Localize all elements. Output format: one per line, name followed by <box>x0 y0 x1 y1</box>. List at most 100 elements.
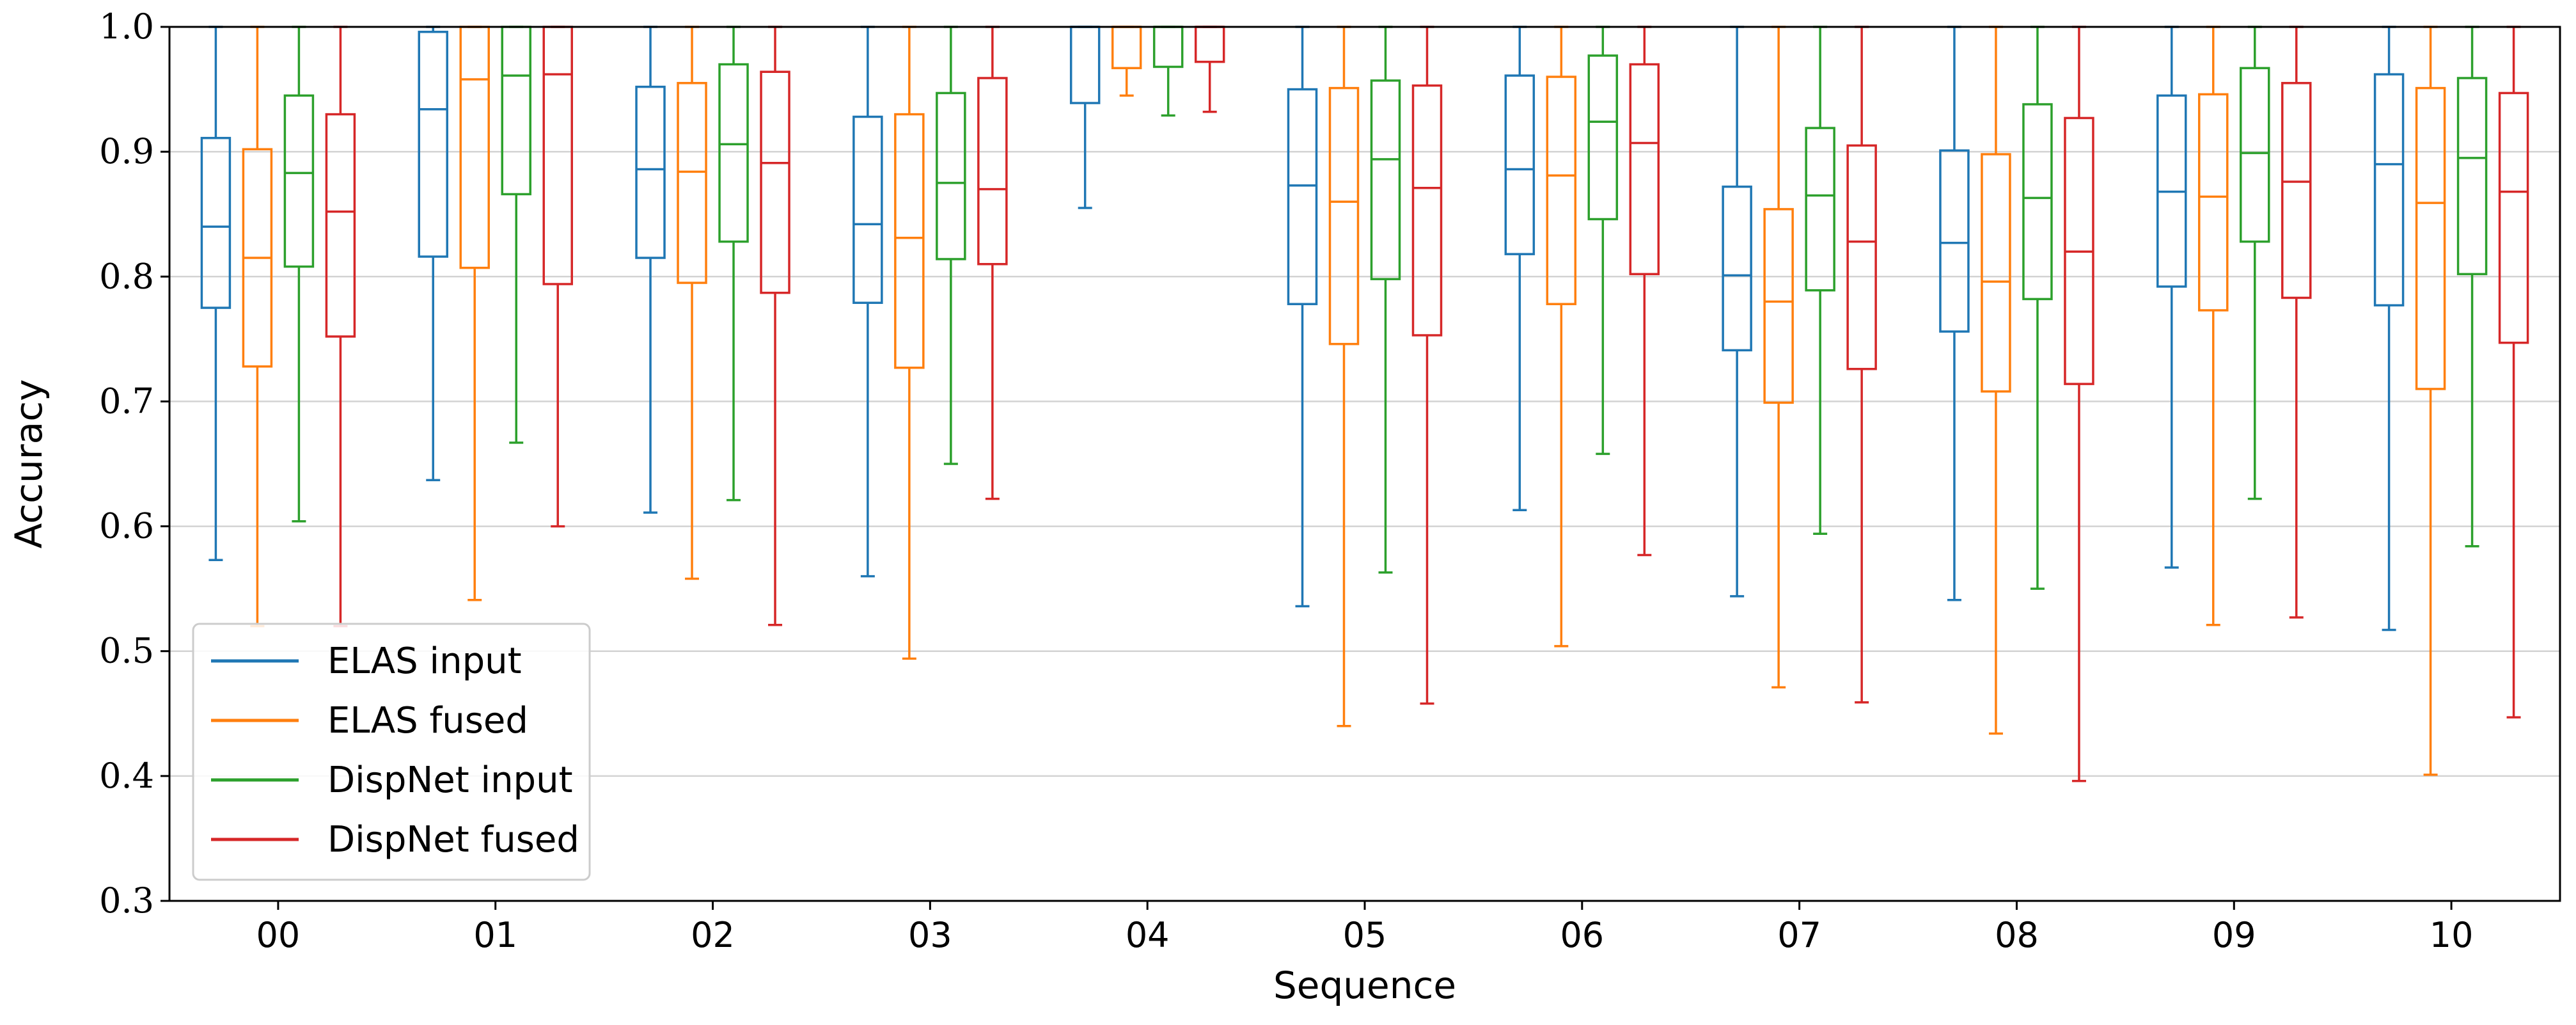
legend-label: ELAS fused <box>327 700 528 742</box>
y-axis-label: Accuracy <box>7 379 51 549</box>
y-tick-label: 0.8 <box>99 256 154 296</box>
box-elas-input <box>418 26 448 482</box>
box-elas-input <box>2156 26 2187 569</box>
box-elas-input <box>2373 26 2405 632</box>
iqr-box <box>635 85 666 259</box>
iqr-box <box>542 26 573 285</box>
box-elas-fused <box>1328 26 1360 727</box>
y-axis-ticks: 0.3 0.4 0.5 0.6 0.7 0.8 0.9 1.0 <box>99 6 169 921</box>
box-dispnet-input <box>718 26 749 502</box>
box-elas-fused <box>2198 26 2229 626</box>
iqr-box <box>1981 153 2011 393</box>
box-dispnet-fused <box>2064 26 2094 783</box>
x-tick-label: 00 <box>256 915 301 955</box>
iqr-box <box>718 63 749 243</box>
y-tick-label: 1.0 <box>99 6 154 47</box>
box-dispnet-input <box>1587 26 1619 456</box>
box-elas-input <box>1287 26 1318 608</box>
x-tick-label: 05 <box>1343 915 1387 955</box>
legend-label: DispNet fused <box>327 819 579 861</box>
box-dispnet-input <box>2456 26 2488 548</box>
box-elas-input <box>1939 26 1970 601</box>
iqr-box <box>1763 208 1794 404</box>
box-dispnet-fused <box>325 26 356 628</box>
box-dispnet-input <box>2022 26 2053 590</box>
x-tick-label: 10 <box>2430 915 2474 955</box>
iqr-box <box>1287 88 1318 305</box>
x-axis-ticks: 00 01 02 03 04 05 06 07 08 09 10 <box>256 901 2474 955</box>
iqr-box <box>2456 77 2488 276</box>
iqr-box <box>1939 149 1970 333</box>
iqr-box <box>459 26 490 269</box>
iqr-box <box>1111 26 1142 70</box>
iqr-box <box>1069 26 1101 104</box>
iqr-box <box>760 70 790 294</box>
box-elas-input <box>1722 26 1752 598</box>
iqr-box <box>418 31 448 258</box>
iqr-box <box>977 77 1008 266</box>
legend-label: DispNet input <box>327 759 573 801</box>
iqr-box <box>1370 79 1401 280</box>
y-tick-label: 0.5 <box>99 631 154 671</box>
box-elas-fused <box>894 26 925 660</box>
box-elas-input <box>852 26 883 578</box>
x-tick-label: 09 <box>2212 915 2256 955</box>
iqr-box <box>1546 75 1577 305</box>
iqr-box <box>2198 93 2229 312</box>
x-tick-label: 07 <box>1777 915 1821 955</box>
box-dispnet-fused <box>2498 26 2529 719</box>
box-elas-fused <box>2415 26 2446 776</box>
box-dispnet-fused <box>977 26 1008 500</box>
box-dispnet-input <box>936 26 966 465</box>
legend-frame <box>192 623 591 881</box>
box-dispnet-fused <box>1629 26 1660 557</box>
box-elas-fused <box>242 26 273 628</box>
iqr-box <box>1411 84 1443 337</box>
x-tick-label: 03 <box>908 915 952 955</box>
x-tick-label: 02 <box>691 915 735 955</box>
iqr-box <box>677 82 707 284</box>
box-dispnet-fused <box>1846 26 1877 704</box>
iqr-box <box>1629 63 1660 276</box>
x-tick-label: 04 <box>1126 915 1170 955</box>
iqr-box <box>1152 26 1184 68</box>
box-elas-fused <box>1111 26 1142 97</box>
iqr-box <box>2240 67 2270 243</box>
box-elas-input <box>200 26 232 562</box>
y-tick-label: 0.9 <box>99 131 154 171</box>
y-tick-label: 0.6 <box>99 506 154 546</box>
iqr-box <box>2498 91 2529 344</box>
iqr-box <box>200 136 232 309</box>
iqr-box <box>1328 86 1360 346</box>
legend-label: ELAS input <box>327 640 522 682</box>
box-elas-fused <box>1763 26 1794 689</box>
box-elas-input <box>1069 26 1101 209</box>
iqr-box <box>936 91 966 260</box>
iqr-box <box>2281 82 2312 299</box>
box-dispnet-input <box>283 26 315 523</box>
box-dispnet-fused <box>1194 26 1225 113</box>
iqr-box <box>283 94 315 268</box>
box-elas-fused <box>677 26 707 580</box>
iqr-box <box>1194 26 1225 63</box>
iqr-box <box>1587 54 1619 221</box>
iqr-box <box>1504 74 1535 255</box>
iqr-box <box>325 113 356 338</box>
box-dispnet-input <box>1805 26 1835 536</box>
iqr-box <box>2373 73 2405 306</box>
box-dispnet-input <box>1152 26 1184 117</box>
box-elas-input <box>635 26 666 514</box>
box-dispnet-fused <box>760 26 790 626</box>
iqr-box <box>1805 127 1835 292</box>
box-elas-fused <box>1981 26 2011 735</box>
x-tick-label: 06 <box>1560 915 1604 955</box>
iqr-box <box>1722 186 1752 352</box>
y-tick-label: 0.3 <box>99 880 154 921</box>
legend: ELAS input ELAS fused DispNet input DispNet… <box>192 623 591 881</box>
box-elas-fused <box>1546 26 1577 648</box>
box-dispnet-fused <box>2281 26 2312 619</box>
x-tick-label: 01 <box>473 915 517 955</box>
iqr-box <box>2022 103 2053 301</box>
